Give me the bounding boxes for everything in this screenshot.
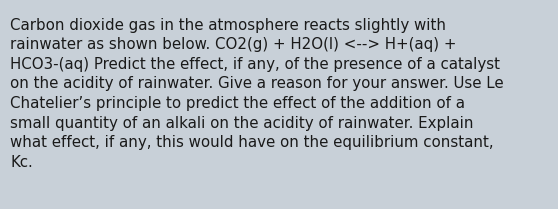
Text: Carbon dioxide gas in the atmosphere reacts slightly with
rainwater as shown bel: Carbon dioxide gas in the atmosphere rea…	[10, 18, 504, 170]
